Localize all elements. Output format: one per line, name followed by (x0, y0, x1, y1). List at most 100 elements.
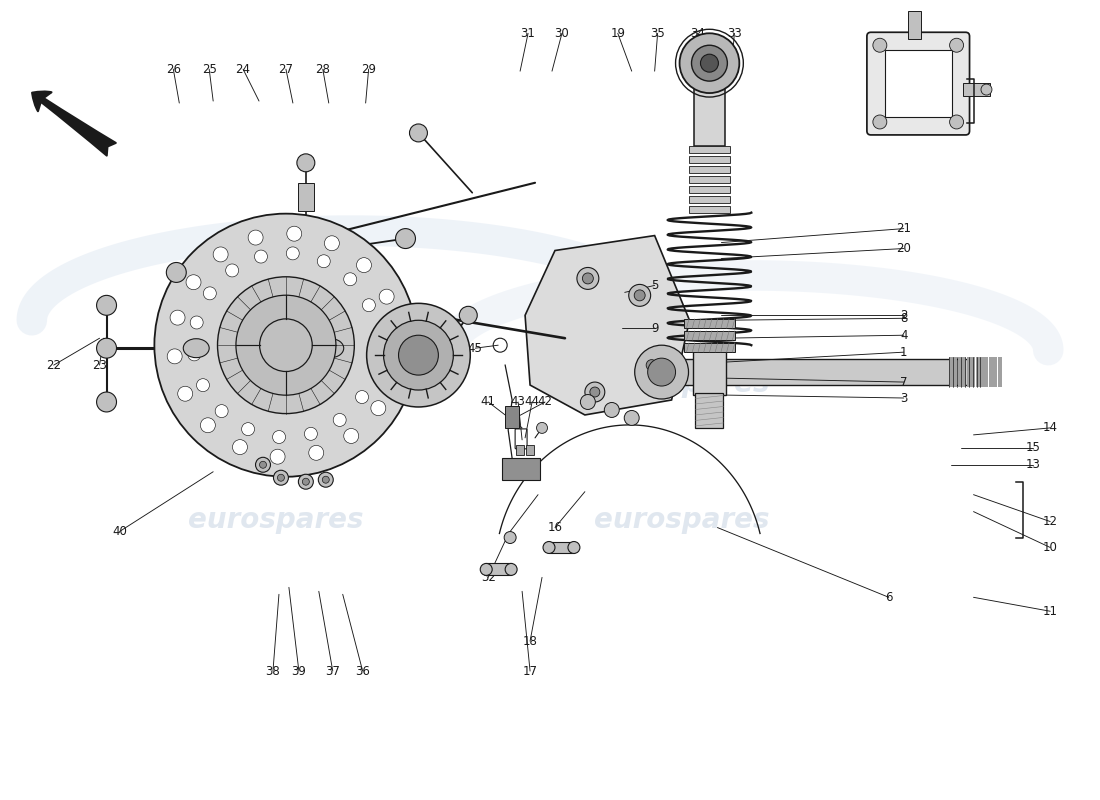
Circle shape (154, 214, 418, 477)
FancyBboxPatch shape (867, 32, 969, 135)
Circle shape (333, 414, 346, 426)
Bar (967, 357, 970, 387)
Circle shape (648, 358, 675, 386)
Text: 32: 32 (481, 571, 496, 584)
Text: 27: 27 (278, 62, 294, 76)
Bar (958, 357, 961, 387)
Circle shape (981, 84, 992, 95)
Bar (998, 357, 1002, 387)
Circle shape (170, 310, 185, 325)
Circle shape (371, 401, 386, 416)
Bar (683, 342, 736, 352)
Bar (654, 359, 971, 385)
Bar (962, 357, 966, 387)
Circle shape (97, 392, 117, 412)
Circle shape (692, 46, 727, 81)
Circle shape (322, 476, 329, 483)
Text: 10: 10 (1043, 541, 1058, 554)
Text: 31: 31 (520, 26, 536, 40)
Bar (683, 318, 736, 328)
Bar (486, 563, 512, 575)
Circle shape (368, 362, 382, 374)
Text: 21: 21 (896, 222, 911, 235)
Text: 36: 36 (355, 665, 370, 678)
Circle shape (226, 264, 239, 277)
Text: 13: 13 (1026, 458, 1041, 471)
Text: eurospares: eurospares (188, 506, 364, 534)
Text: 16: 16 (548, 521, 562, 534)
Text: eurospares: eurospares (594, 370, 769, 398)
Text: 9: 9 (651, 322, 659, 334)
Text: 37: 37 (326, 665, 340, 678)
Circle shape (260, 319, 312, 371)
Bar (505, 406, 519, 428)
Circle shape (232, 440, 248, 454)
Bar (953, 357, 957, 387)
Text: 30: 30 (554, 26, 570, 40)
Circle shape (680, 34, 739, 93)
Circle shape (504, 531, 516, 543)
Text: 22: 22 (46, 358, 62, 372)
Circle shape (873, 38, 887, 52)
Circle shape (305, 427, 318, 440)
Bar (984, 357, 989, 387)
Text: 18: 18 (522, 634, 538, 648)
Circle shape (384, 320, 453, 390)
Text: 38: 38 (265, 665, 280, 678)
Circle shape (297, 154, 315, 172)
Text: 24: 24 (235, 62, 251, 76)
Circle shape (585, 382, 605, 402)
Circle shape (355, 390, 368, 403)
Circle shape (254, 250, 267, 263)
Circle shape (260, 462, 266, 468)
Text: 7: 7 (900, 375, 908, 389)
Ellipse shape (318, 338, 343, 358)
Circle shape (387, 366, 402, 380)
Circle shape (318, 472, 333, 487)
Text: 29: 29 (361, 62, 376, 76)
Circle shape (537, 422, 548, 434)
Bar (689, 186, 730, 193)
Text: 5: 5 (651, 279, 658, 292)
Circle shape (379, 289, 394, 304)
Circle shape (286, 247, 299, 260)
Bar (989, 357, 993, 387)
Circle shape (576, 267, 598, 290)
Text: 1: 1 (900, 346, 908, 358)
Text: 4: 4 (900, 329, 908, 342)
Circle shape (167, 349, 183, 364)
Circle shape (481, 563, 492, 575)
Text: 15: 15 (1026, 442, 1041, 454)
Bar (884, 50, 952, 117)
Circle shape (398, 335, 439, 375)
Circle shape (287, 226, 301, 241)
Circle shape (590, 387, 600, 397)
Circle shape (409, 124, 428, 142)
Text: 45: 45 (468, 342, 483, 354)
Text: 41: 41 (481, 395, 496, 409)
Circle shape (273, 430, 286, 443)
Text: 39: 39 (292, 665, 306, 678)
Bar (689, 176, 730, 182)
Circle shape (635, 345, 689, 399)
Text: 23: 23 (92, 358, 107, 372)
Bar (695, 393, 724, 428)
Text: 6: 6 (886, 591, 892, 604)
Text: eurospares: eurospares (188, 370, 364, 398)
Bar (526, 445, 535, 455)
Circle shape (255, 458, 271, 472)
Text: 28: 28 (316, 62, 330, 76)
Circle shape (873, 115, 887, 129)
Circle shape (436, 338, 455, 358)
Text: 12: 12 (1043, 515, 1058, 528)
Bar (693, 76, 725, 146)
Text: 8: 8 (900, 312, 908, 325)
Bar (549, 542, 574, 554)
Bar (689, 166, 730, 173)
Circle shape (309, 446, 323, 460)
Circle shape (277, 474, 285, 482)
Text: 40: 40 (112, 525, 126, 538)
Bar (683, 330, 736, 340)
Text: 2: 2 (900, 309, 908, 322)
Circle shape (166, 262, 186, 282)
